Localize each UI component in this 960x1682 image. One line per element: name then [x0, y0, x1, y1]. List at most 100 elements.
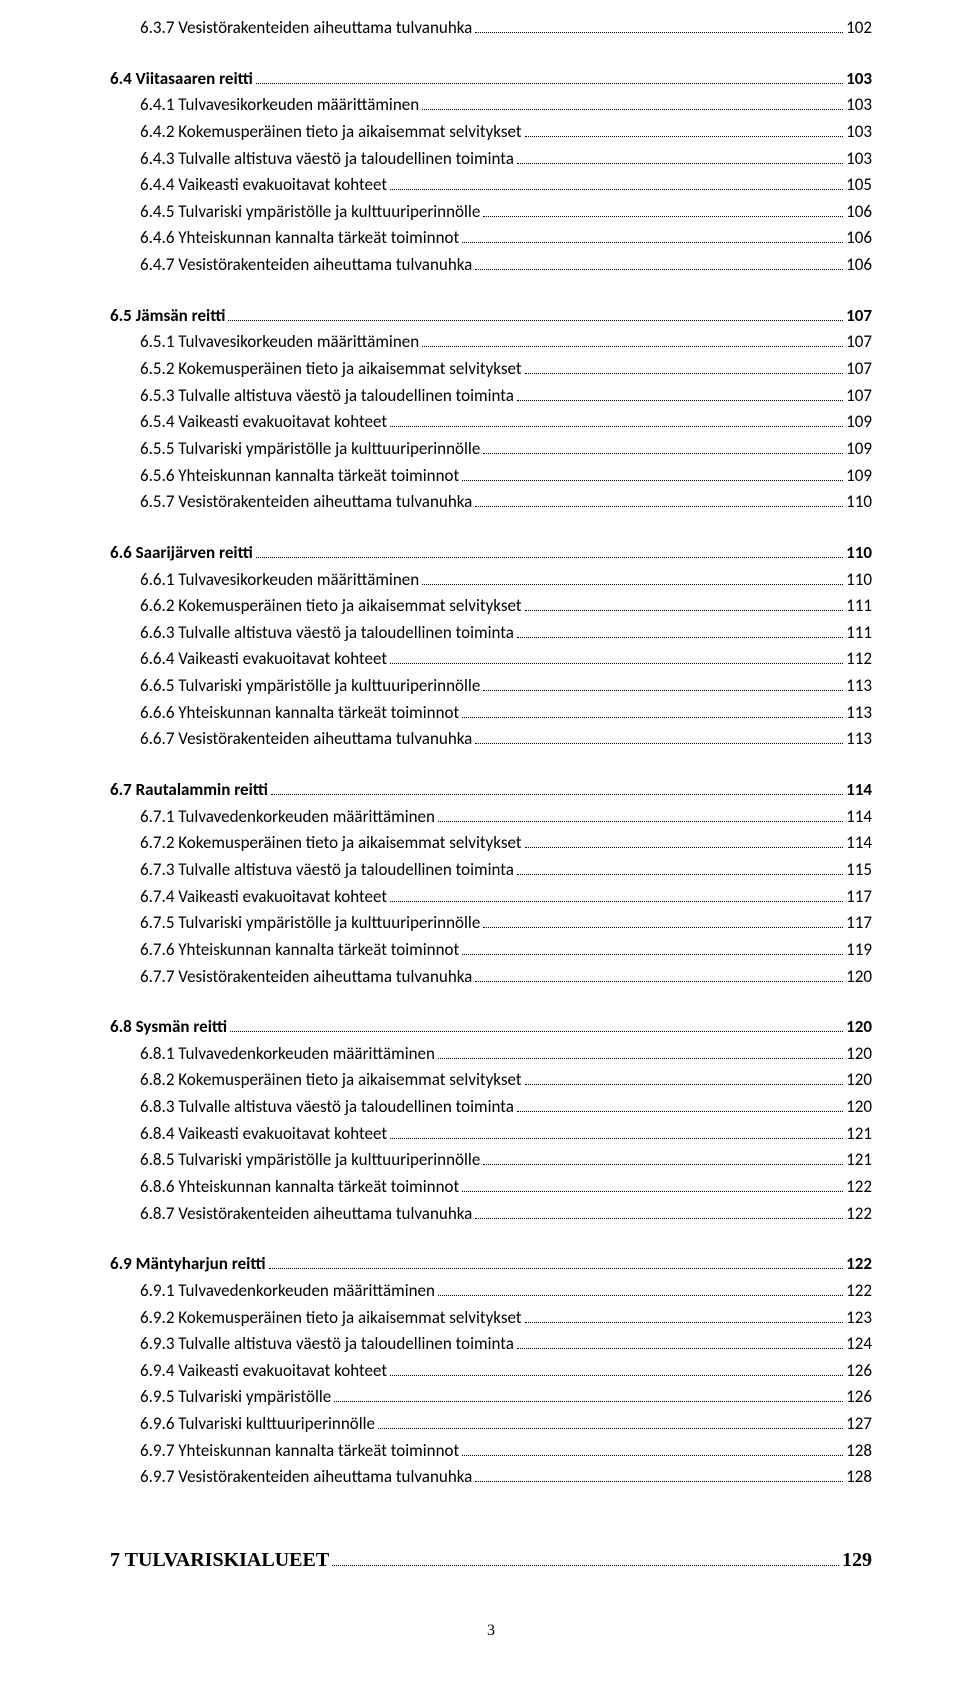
- toc-leader-dots: [378, 1428, 843, 1429]
- toc-entry-row: 6.7.4 Vaikeasti evakuoitavat kohteet 117: [110, 885, 872, 910]
- toc-leader-dots: [517, 874, 843, 875]
- toc-leader-dots: [462, 242, 843, 243]
- toc-entry-page: 110: [846, 490, 872, 515]
- toc-entry-page: 109: [846, 410, 872, 435]
- toc-entry-label: 6.8.3 Tulvalle altistuva väestö ja talou…: [140, 1095, 514, 1120]
- toc-entry-label: 6.9.6 Tulvariski kulttuuriperinnölle: [140, 1412, 375, 1437]
- toc-entry-page: 120: [846, 1095, 872, 1120]
- toc-entry-row: 6.5.5 Tulvariski ympäristölle ja kulttuu…: [110, 437, 872, 462]
- toc-entry-page: 127: [846, 1412, 872, 1437]
- toc-leader-dots: [256, 83, 843, 84]
- toc-entry-label: 6.6.3 Tulvalle altistuva väestö ja talou…: [140, 621, 514, 646]
- toc-entry-row: 6.8.3 Tulvalle altistuva väestö ja talou…: [110, 1095, 872, 1120]
- toc-leader-dots: [462, 480, 843, 481]
- toc-entry-row: 6.9.6 Tulvariski kulttuuriperinnölle 127: [110, 1412, 872, 1437]
- toc-entry-row: 6.5.4 Vaikeasti evakuoitavat kohteet109: [110, 410, 872, 435]
- toc-entry-page: 123: [846, 1306, 872, 1331]
- toc-leader-dots: [422, 584, 843, 585]
- toc-entry-label: 6.6.5 Tulvariski ympäristölle ja kulttuu…: [140, 674, 480, 699]
- toc-entry-row: 6.9.2 Kokemusperäinen tieto ja aikaisemm…: [110, 1306, 872, 1331]
- toc-entry-row: 6.3.7 Vesistörakenteiden aiheuttama tulv…: [110, 16, 872, 41]
- toc-leader-dots: [269, 1268, 844, 1269]
- toc-entry-page: 114: [846, 805, 872, 830]
- toc-entry-row: 6.8.6 Yhteiskunnan kannalta tärkeät toim…: [110, 1175, 872, 1200]
- gap: [110, 1228, 872, 1250]
- toc-leader-dots: [334, 1401, 843, 1402]
- toc-entry-label: 6.5.2 Kokemusperäinen tieto ja aikaisemm…: [140, 357, 522, 382]
- toc-entry-label: 6.7.4 Vaikeasti evakuoitavat kohteet: [140, 885, 387, 910]
- toc-entry-label: 6.6.2 Kokemusperäinen tieto ja aikaisemm…: [140, 594, 522, 619]
- toc-entry-label: 6.7.6 Yhteiskunnan kannalta tärkeät toim…: [140, 938, 459, 963]
- toc-entry-label: 6.5.6 Yhteiskunnan kannalta tärkeät toim…: [140, 464, 459, 489]
- toc-entry-label: 6.8.5 Tulvariski ympäristölle ja kulttuu…: [140, 1148, 480, 1173]
- toc-entry-row: 6.7.3 Tulvalle altistuva väestö ja talou…: [110, 858, 872, 883]
- toc-entry-page: 115: [846, 858, 872, 883]
- toc-entry-row: 6.5.2 Kokemusperäinen tieto ja aikaisemm…: [110, 357, 872, 382]
- toc-entry-page: 126: [846, 1385, 872, 1410]
- toc-entry-page: 107: [846, 384, 872, 409]
- toc-leader-dots: [517, 1111, 843, 1112]
- toc-leader-dots: [525, 1084, 844, 1085]
- toc-entry-page: 103: [846, 67, 872, 92]
- toc-leader-dots: [438, 821, 843, 822]
- toc-entry-row: 6.6.2 Kokemusperäinen tieto ja aikaisemm…: [110, 594, 872, 619]
- gap: [110, 280, 872, 302]
- toc-entry-label: 6.4.7 Vesistörakenteiden aiheuttama tulv…: [140, 253, 472, 278]
- toc-leader-dots: [483, 1164, 843, 1165]
- toc-leader-dots: [228, 320, 843, 321]
- toc-entry-page: 106: [846, 200, 872, 225]
- toc-leader-dots: [517, 637, 843, 638]
- toc-entry-page: 120: [846, 1015, 872, 1040]
- toc-entry-page: 119: [846, 938, 872, 963]
- toc-entry-page: 121: [846, 1122, 872, 1147]
- toc-entry-page: 103: [846, 147, 872, 172]
- toc-entry-page: 120: [846, 965, 872, 990]
- toc-leader-dots: [475, 32, 843, 33]
- toc-chapter-row: 7 TULVARISKIALUEET129: [110, 1546, 872, 1575]
- toc-entry-row: 6.6 Saarijärven reitti110: [110, 541, 872, 566]
- toc-entry-label: 6.5.3 Tulvalle altistuva väestö ja talou…: [140, 384, 514, 409]
- toc-leader-dots: [525, 373, 844, 374]
- toc-leader-dots: [475, 981, 843, 982]
- toc-leader-dots: [390, 426, 843, 427]
- toc-entry-row: 6.4.3 Tulvalle altistuva väestö ja talou…: [110, 147, 872, 172]
- toc-entry-row: 6.8.2 Kokemusperäinen tieto ja aikaisemm…: [110, 1068, 872, 1093]
- toc-leader-dots: [390, 901, 843, 902]
- toc-entry-label: 6.6.6 Yhteiskunnan kannalta tärkeät toim…: [140, 701, 459, 726]
- toc-entry-row: 6.5.6 Yhteiskunnan kannalta tärkeät toim…: [110, 464, 872, 489]
- toc-leader-dots: [462, 1455, 843, 1456]
- toc-entry-page: 117: [846, 885, 872, 910]
- toc-leader-dots: [422, 346, 843, 347]
- toc-entry-page: 107: [846, 357, 872, 382]
- toc-entry-row: 6.4.7 Vesistörakenteiden aiheuttama tulv…: [110, 253, 872, 278]
- toc-entry-row: 6.6.3 Tulvalle altistuva väestö ja talou…: [110, 621, 872, 646]
- toc-entry-row: 6.9.7 Yhteiskunnan kannalta tärkeät toim…: [110, 1439, 872, 1464]
- toc-entry-page: 111: [846, 621, 872, 646]
- toc-entry-label: 6.8.7 Vesistörakenteiden aiheuttama tulv…: [140, 1202, 472, 1227]
- toc-entry-label: 6.4 Viitasaaren reitti: [110, 67, 253, 92]
- toc-entry-label: 6.9.2 Kokemusperäinen tieto ja aikaisemm…: [140, 1306, 522, 1331]
- toc-entry-page: 117: [846, 911, 872, 936]
- toc-entry-label: 6.4.5 Tulvariski ympäristölle ja kulttuu…: [140, 200, 480, 225]
- toc-entry-page: 113: [846, 727, 872, 752]
- toc-entry-row: 6.8.4 Vaikeasti evakuoitavat kohteet 121: [110, 1122, 872, 1147]
- toc-entry-row: 6.9 Mäntyharjun reitti122: [110, 1252, 872, 1277]
- toc-entry-row: 6.8 Sysmän reitti120: [110, 1015, 872, 1040]
- toc-leader-dots: [438, 1295, 843, 1296]
- toc-entry-row: 6.7.6 Yhteiskunnan kannalta tärkeät toim…: [110, 938, 872, 963]
- toc-entry-row: 6.7.2 Kokemusperäinen tieto ja aikaisemm…: [110, 831, 872, 856]
- toc-entry-row: 6.5.7 Vesistörakenteiden aiheuttama tulv…: [110, 490, 872, 515]
- toc-leader-dots: [525, 610, 844, 611]
- toc-entry-label: 6.9.3 Tulvalle altistuva väestö ja talou…: [140, 1332, 514, 1357]
- toc-entry-row: 6.6.4 Vaikeasti evakuoitavat kohteet112: [110, 647, 872, 672]
- toc-entry-label: 6.9.7 Vesistörakenteiden aiheuttama tulv…: [140, 1465, 472, 1490]
- toc-entry-page: 110: [846, 568, 872, 593]
- toc-entry-label: 6.8.4 Vaikeasti evakuoitavat kohteet: [140, 1122, 387, 1147]
- toc-entry-page: 111: [846, 594, 872, 619]
- toc-entry-label: 6.3.7 Vesistörakenteiden aiheuttama tulv…: [140, 16, 472, 41]
- toc-entry-label: 6.9.5 Tulvariski ympäristölle: [140, 1385, 331, 1410]
- toc-entry-page: 109: [846, 464, 872, 489]
- toc-entry-label: 6.9 Mäntyharjun reitti: [110, 1252, 266, 1277]
- toc-entry-row: 6.5 Jämsän reitti107: [110, 304, 872, 329]
- toc-entry-page: 106: [846, 253, 872, 278]
